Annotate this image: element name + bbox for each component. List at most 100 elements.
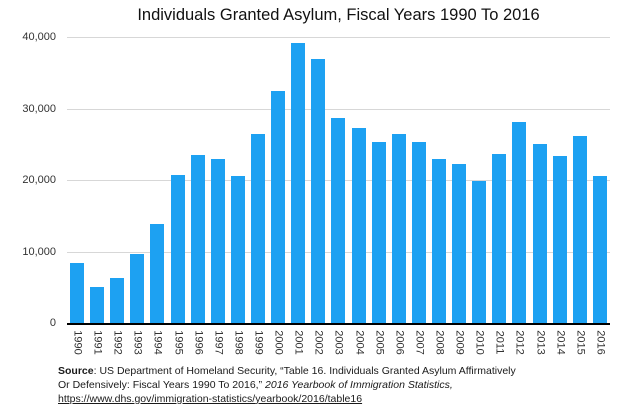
x-tick-label-1998: 1998 bbox=[232, 330, 245, 355]
x-slot-1999: 1999 bbox=[248, 327, 268, 365]
bar-slot-2002 bbox=[308, 37, 328, 323]
x-tick-label-1990: 1990 bbox=[71, 330, 84, 355]
x-tick-label-2005: 2005 bbox=[373, 330, 386, 355]
bar-2008 bbox=[432, 158, 447, 323]
x-tick-label-2000: 2000 bbox=[272, 330, 285, 355]
bar-slot-2012 bbox=[509, 37, 529, 323]
x-tick-label-1993: 1993 bbox=[131, 330, 144, 355]
x-tick-label-2016: 2016 bbox=[594, 330, 607, 355]
x-slot-2013: 2013 bbox=[530, 327, 550, 365]
x-tick-label-1991: 1991 bbox=[91, 330, 104, 355]
bar-1995 bbox=[170, 175, 185, 323]
bar-slot-2001 bbox=[288, 37, 308, 323]
x-slot-2008: 2008 bbox=[429, 327, 449, 365]
bar-slot-1995 bbox=[168, 37, 188, 323]
bar-2000 bbox=[271, 90, 286, 323]
x-slot-2007: 2007 bbox=[409, 327, 429, 365]
bars-container bbox=[67, 37, 610, 323]
bar-slot-2009 bbox=[449, 37, 469, 323]
bar-1997 bbox=[210, 159, 225, 323]
bar-1994 bbox=[150, 224, 165, 323]
x-tick-label-2008: 2008 bbox=[433, 330, 446, 355]
bar-1991 bbox=[90, 287, 105, 323]
x-slot-1995: 1995 bbox=[168, 327, 188, 365]
x-slot-1990: 1990 bbox=[67, 327, 87, 365]
x-tick-label-1994: 1994 bbox=[151, 330, 164, 355]
bar-1996 bbox=[190, 154, 205, 323]
bar-1998 bbox=[230, 175, 245, 323]
x-tick-label-2007: 2007 bbox=[413, 330, 426, 355]
x-tick-label-1996: 1996 bbox=[192, 330, 205, 355]
bar-slot-2013 bbox=[530, 37, 550, 323]
bar-2016 bbox=[592, 176, 607, 323]
y-tick-label-30000: 30,000 bbox=[22, 102, 56, 115]
bar-2010 bbox=[472, 181, 487, 323]
x-slot-1997: 1997 bbox=[208, 327, 228, 365]
gridline-30000 bbox=[67, 108, 610, 110]
bar-slot-1991 bbox=[87, 37, 107, 323]
x-slot-1994: 1994 bbox=[147, 327, 167, 365]
x-slot-2012: 2012 bbox=[509, 327, 529, 365]
bar-2004 bbox=[351, 127, 366, 323]
source-text-italic: 2016 Yearbook of Immigration Statistics, bbox=[265, 378, 453, 391]
x-slot-1993: 1993 bbox=[127, 327, 147, 365]
x-slot-2006: 2006 bbox=[389, 327, 409, 365]
y-tick-label-0: 0 bbox=[49, 317, 56, 329]
source-link[interactable]: https://www.dhs.gov/immigration-statisti… bbox=[58, 392, 363, 405]
y-tick-label-40000: 40,000 bbox=[22, 31, 56, 43]
bar-2012 bbox=[512, 122, 527, 323]
bar-1990 bbox=[70, 262, 85, 323]
bar-slot-2016 bbox=[590, 37, 610, 323]
bar-2005 bbox=[371, 142, 386, 323]
bar-slot-2003 bbox=[328, 37, 348, 323]
bar-slot-2000 bbox=[268, 37, 288, 323]
bar-2002 bbox=[311, 59, 326, 323]
bar-2014 bbox=[552, 156, 567, 323]
bar-2006 bbox=[391, 134, 406, 323]
x-slot-1996: 1996 bbox=[188, 327, 208, 365]
bar-1999 bbox=[251, 133, 266, 323]
bar-2015 bbox=[572, 136, 587, 323]
y-tick-label-10000: 10,000 bbox=[22, 245, 56, 258]
bar-2009 bbox=[452, 163, 467, 323]
bar-2003 bbox=[331, 117, 346, 323]
x-slot-2001: 2001 bbox=[288, 327, 308, 365]
bar-2007 bbox=[411, 142, 426, 323]
x-tick-label-2013: 2013 bbox=[534, 330, 547, 355]
x-slot-2004: 2004 bbox=[349, 327, 369, 365]
bar-slot-1992 bbox=[107, 37, 127, 323]
x-slot-1998: 1998 bbox=[228, 327, 248, 365]
bar-1992 bbox=[110, 277, 125, 323]
x-tick-label-1995: 1995 bbox=[172, 330, 185, 355]
bar-slot-1990 bbox=[67, 37, 87, 323]
gridline-40000 bbox=[67, 37, 610, 38]
x-tick-label-2012: 2012 bbox=[513, 330, 526, 355]
bar-slot-2008 bbox=[429, 37, 449, 323]
x-tick-label-2014: 2014 bbox=[554, 330, 567, 355]
x-tick-label-2002: 2002 bbox=[312, 330, 325, 355]
source-note: Source: US Department of Homeland Securi… bbox=[58, 365, 614, 407]
bar-slot-1998 bbox=[228, 37, 248, 323]
x-tick-label-1999: 1999 bbox=[252, 330, 265, 355]
x-slot-2010: 2010 bbox=[469, 327, 489, 365]
bar-slot-2006 bbox=[389, 37, 409, 323]
bar-slot-1997 bbox=[208, 37, 228, 323]
x-slot-2002: 2002 bbox=[308, 327, 328, 365]
bar-slot-2007 bbox=[409, 37, 429, 323]
bar-slot-1994 bbox=[147, 37, 167, 323]
x-slot-2009: 2009 bbox=[449, 327, 469, 365]
y-axis-labels: 0 10,000 20,000 30,000 40,000 bbox=[0, 31, 56, 329]
x-slot-1991: 1991 bbox=[87, 327, 107, 365]
x-tick-label-2003: 2003 bbox=[332, 330, 345, 355]
bar-slot-1996 bbox=[188, 37, 208, 323]
x-tick-label-2015: 2015 bbox=[574, 330, 587, 355]
x-tick-label-2001: 2001 bbox=[292, 330, 305, 355]
bar-2011 bbox=[492, 154, 507, 323]
x-tick-label-1997: 1997 bbox=[212, 330, 225, 355]
x-tick-label-2010: 2010 bbox=[473, 330, 486, 355]
y-tick-label-20000: 20,000 bbox=[22, 174, 56, 186]
bar-slot-2015 bbox=[570, 37, 590, 323]
source-label: Source bbox=[58, 365, 94, 377]
x-slot-2016: 2016 bbox=[590, 327, 610, 365]
